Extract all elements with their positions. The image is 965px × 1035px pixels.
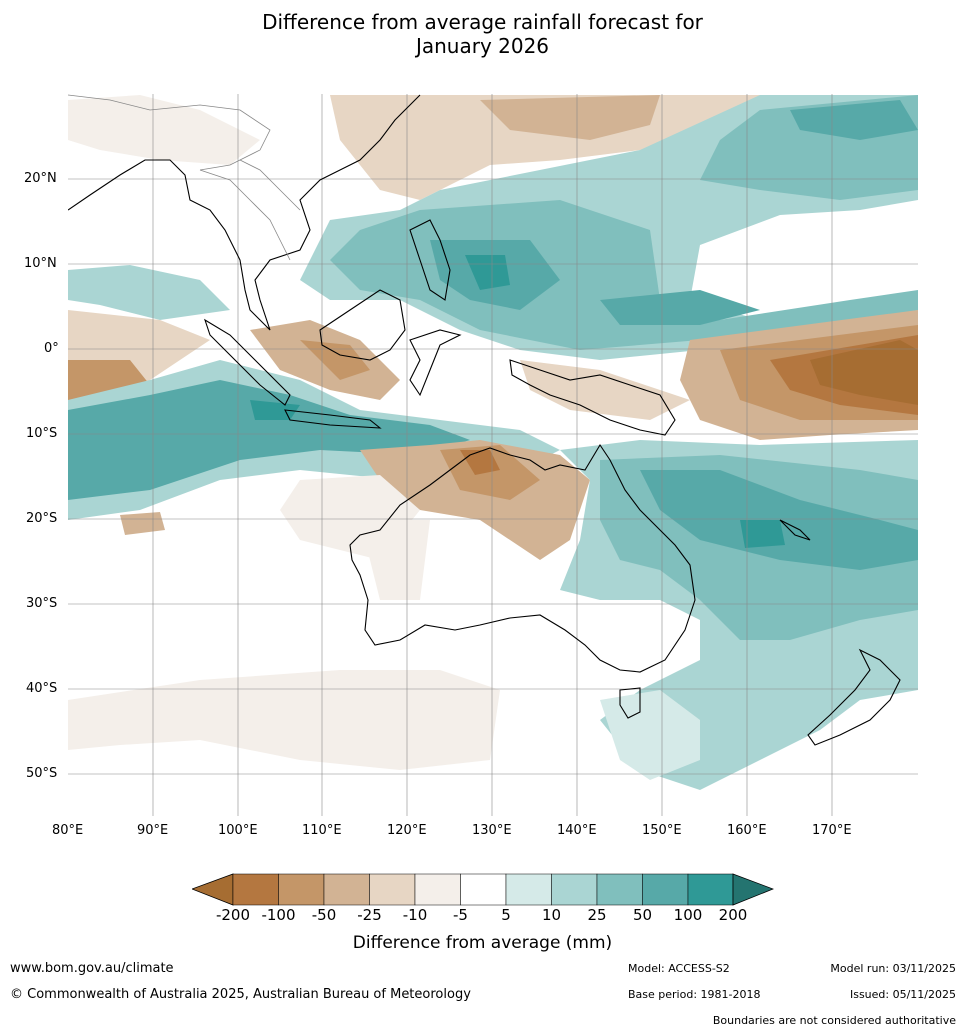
title-line-1: Difference from average rainfall forecas… (262, 10, 703, 34)
colorbar-swatch-5 (414, 873, 461, 906)
australia-coast (349, 443, 696, 673)
colorbar-tick: -50 (311, 906, 337, 924)
lon-label-140e: 140°E (557, 823, 597, 838)
philippines-coast (409, 219, 451, 301)
lon-label-170e: 170°E (812, 823, 852, 838)
lon-label-100e: 100°E (218, 823, 258, 838)
base-period-text: Base period: 1981-2018 (628, 988, 761, 1001)
lon-label-110e: 110°E (302, 823, 342, 838)
issued-text: Issued: 05/11/2025 (849, 988, 956, 1001)
colorbar-tick: 100 (673, 906, 703, 924)
lat-label-50s: 50°S (26, 766, 58, 781)
model-text: Model: ACCESS-S2 (628, 962, 730, 975)
lon-label-80e: 80°E (52, 823, 84, 838)
sumatra-coast (204, 318, 291, 406)
colorbar-tick: 10 (541, 906, 562, 924)
lon-label-150e: 150°E (642, 823, 682, 838)
lon-label-130e: 130°E (472, 823, 512, 838)
bom-url-link[interactable]: www.bom.gov.au/climate (10, 961, 174, 976)
new-zealand-coast (807, 648, 901, 746)
colorbar-swatch-11 (687, 873, 734, 906)
title-line-2: January 2026 (415, 34, 550, 58)
colorbar-swatch-7 (505, 873, 552, 906)
colorbar-tick: 200 (718, 906, 748, 924)
colorbar-swatch-6 (460, 873, 507, 906)
lat-label-20s: 20°S (26, 511, 58, 526)
lat-label-20n: 20°N (24, 171, 57, 186)
colorbar-tick: 5 (501, 906, 511, 924)
colorbar-swatch-1 (232, 873, 279, 906)
lon-label-90e: 90°E (137, 823, 169, 838)
model-run-text: Model run: 03/11/2025 (830, 962, 956, 975)
colorbar-swatch-10 (642, 873, 689, 906)
colorbar (192, 873, 774, 906)
colorbar-low-extension (192, 873, 234, 906)
colorbar-swatch-3 (323, 873, 370, 906)
lon-label-120e: 120°E (387, 823, 427, 838)
lat-label-40s: 40°S (26, 681, 58, 696)
colorbar-swatch-2 (278, 873, 325, 906)
lon-label-160e: 160°E (727, 823, 767, 838)
graticule (68, 94, 918, 816)
map-title: Difference from average rainfall forecas… (0, 10, 965, 58)
colorbar-tick: -5 (453, 906, 468, 924)
tasmania-coast (619, 687, 641, 719)
sulawesi-coast (409, 329, 462, 397)
lat-label-10n: 10°N (24, 256, 57, 271)
anomaly-contours (68, 94, 918, 816)
java-coast (284, 409, 382, 429)
colorbar-tick: -200 (215, 906, 251, 924)
colorbar-tick: 25 (587, 906, 607, 924)
copyright-text: © Commonwealth of Australia 2025, Austra… (10, 987, 471, 1002)
lat-label-0: 0° (44, 341, 59, 356)
colorbar-swatch-9 (596, 873, 643, 906)
country-borders (68, 94, 301, 261)
borneo-coast (319, 289, 406, 361)
colorbar-swatch-8 (551, 873, 598, 906)
colorbar-tick: -10 (402, 906, 428, 924)
disclaimer-text: Boundaries are not considered authoritat… (712, 1014, 956, 1027)
asia-coast (68, 94, 421, 331)
colorbar-label: Difference from average (mm) (352, 933, 613, 953)
colorbar-tick: -100 (261, 906, 296, 924)
colorbar-tick: -25 (357, 906, 382, 924)
colorbar-tick: 50 (632, 906, 653, 924)
lat-label-30s: 30°S (26, 596, 58, 611)
colorbar-high-extension (732, 873, 774, 906)
lat-label-10s: 10°S (26, 426, 58, 441)
coastlines (68, 94, 901, 746)
new-guinea-coast (509, 359, 676, 436)
new-caledonia-coast (779, 519, 811, 541)
colorbar-swatch-4 (369, 873, 416, 906)
